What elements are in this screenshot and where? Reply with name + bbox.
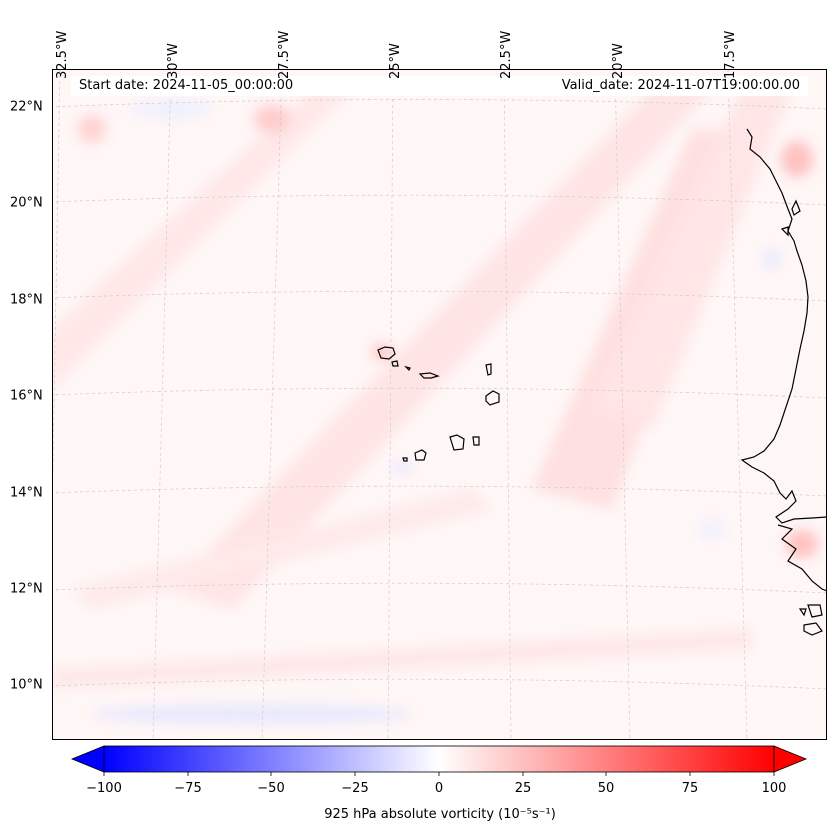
colorbar-tick: −25 (341, 781, 369, 796)
lon-label-22-5w: 22.5°W (499, 30, 514, 79)
colorbar-tick: 0 (434, 781, 444, 796)
lat-label-18n: 18°N (10, 292, 43, 308)
date-bar: Start date: 2024-11-05_00:00:00 Valid_da… (71, 76, 808, 96)
colorbar-tick: −75 (174, 781, 202, 796)
colorbar-tick: −50 (257, 781, 285, 796)
islands-outline (377, 346, 500, 462)
lat-label-10n: 10°N (10, 677, 43, 693)
map-plot-area (52, 69, 827, 740)
lat-label-20n: 20°N (10, 195, 43, 211)
colorbar-tick: 100 (761, 781, 787, 796)
colorbar-tick: −100 (86, 781, 122, 796)
lon-label-32-5w: 32.5°W (55, 30, 70, 79)
lat-label-16n: 16°N (10, 388, 43, 404)
lon-label-17-5w: 17.5°W (723, 30, 738, 79)
colorbar-label: 925 hPa absolute vorticity (10⁻⁵s⁻¹) (324, 807, 556, 822)
lat-label-14n: 14°N (10, 485, 43, 501)
colorbar (70, 745, 808, 776)
colorbar-tick: 25 (514, 781, 532, 796)
lon-label-25w: 25°W (388, 43, 403, 79)
vorticity-field (52, 69, 827, 740)
lat-label-22n: 22°N (10, 99, 43, 115)
lon-label-20w: 20°W (611, 43, 626, 79)
colorbar-tick: 50 (597, 781, 615, 796)
valid-date-label: Valid_date: 2024-11-07T19:00:00.00 (561, 78, 800, 93)
lat-label-12n: 12°N (10, 581, 43, 597)
coastline (740, 128, 827, 636)
start-date-label: Start date: 2024-11-05_00:00:00 (79, 78, 294, 93)
lon-label-30w: 30°W (166, 43, 181, 79)
lon-label-27-5w: 27.5°W (277, 30, 292, 79)
colorbar-tick: 75 (681, 781, 699, 796)
